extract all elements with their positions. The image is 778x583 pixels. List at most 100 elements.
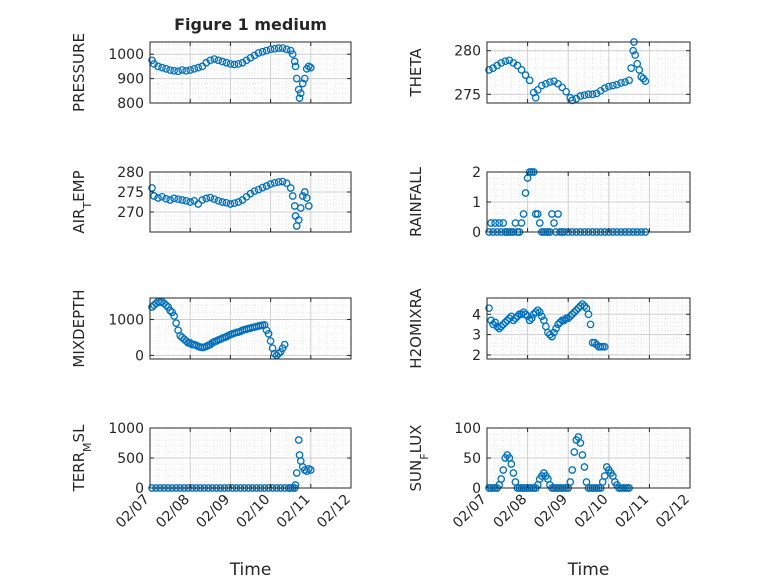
y-tick-label: 280 xyxy=(454,44,481,60)
data-point xyxy=(513,61,522,70)
data-point xyxy=(491,219,499,227)
axes-box xyxy=(149,41,352,104)
data-point xyxy=(210,195,219,204)
data-point xyxy=(254,185,263,194)
data-point xyxy=(604,82,613,91)
data-point xyxy=(580,463,589,471)
y-tick-label: 0 xyxy=(135,348,144,364)
data-point xyxy=(531,93,540,102)
data-point xyxy=(533,306,542,315)
data-point xyxy=(627,64,635,72)
data-point xyxy=(576,92,585,100)
subplot-2: 275 280 THETA xyxy=(407,38,691,105)
data-point xyxy=(300,74,309,83)
axes-box xyxy=(486,41,691,104)
data-point xyxy=(533,210,542,218)
data-point xyxy=(154,62,162,71)
data-point xyxy=(258,183,267,192)
data-point xyxy=(178,66,187,74)
data-point xyxy=(568,310,577,319)
data-point xyxy=(270,44,279,53)
data-point xyxy=(194,200,203,208)
data-point xyxy=(226,60,235,68)
data-point xyxy=(485,66,493,74)
data-point xyxy=(266,180,275,188)
data-point xyxy=(554,210,562,218)
data-point xyxy=(148,184,156,192)
y-tick-label: 2 xyxy=(472,165,481,181)
data-point xyxy=(162,64,170,73)
data-point xyxy=(242,56,251,65)
data-point xyxy=(578,300,587,308)
data-point xyxy=(222,58,231,67)
data-point xyxy=(274,178,283,186)
data-point xyxy=(166,196,174,204)
data-point xyxy=(491,318,499,327)
y-tick-label: 1000 xyxy=(108,47,144,63)
data-point xyxy=(513,312,522,321)
data-point xyxy=(182,66,191,75)
y-tick-label: 100 xyxy=(454,421,481,437)
data-point xyxy=(288,192,297,200)
data-point xyxy=(546,330,554,339)
axes-box xyxy=(486,297,691,360)
y-axis-label: TERRMSL xyxy=(70,424,94,493)
y-tick-label: 900 xyxy=(117,72,144,88)
data-point xyxy=(270,178,279,187)
data-point xyxy=(566,312,575,321)
data-point xyxy=(274,349,283,358)
data-point xyxy=(519,308,528,317)
data-point xyxy=(635,66,644,74)
data-point xyxy=(517,219,526,227)
data-point xyxy=(254,49,263,57)
data-point xyxy=(580,302,589,310)
y-tick-label: 275 xyxy=(454,87,481,103)
data-point xyxy=(584,310,593,319)
data-point xyxy=(290,57,299,66)
data-point xyxy=(292,469,301,477)
subplot-6: 2 3 4 H2OMIXRA xyxy=(407,288,691,369)
y-axis-label: MIXDEPTH xyxy=(70,289,88,367)
data-point xyxy=(489,320,497,329)
data-point xyxy=(170,194,178,203)
data-point xyxy=(558,83,566,92)
data-point xyxy=(533,86,542,94)
data-point xyxy=(495,219,504,227)
data-point xyxy=(218,198,227,206)
data-point xyxy=(178,196,187,204)
y-tick-label: 1000 xyxy=(108,421,144,437)
data-point xyxy=(306,466,315,474)
data-point xyxy=(150,60,158,68)
data-point xyxy=(234,198,243,206)
data-point xyxy=(294,216,303,224)
data-point xyxy=(570,308,579,317)
axes-box xyxy=(149,297,352,360)
data-point xyxy=(562,87,571,96)
subplot-4: 0 1 2 RAINFALL xyxy=(407,165,691,241)
data-point xyxy=(501,57,510,66)
data-point xyxy=(537,312,546,321)
data-point xyxy=(262,182,271,190)
data-point xyxy=(226,200,235,208)
plot-area xyxy=(150,298,351,359)
y-tick-label: 1000 xyxy=(108,313,144,329)
plot-area xyxy=(487,298,690,359)
data-point xyxy=(182,196,191,205)
data-point xyxy=(550,219,558,227)
data-point xyxy=(202,58,211,67)
data-point xyxy=(507,460,516,468)
data-point xyxy=(525,76,534,85)
data-point xyxy=(274,44,283,52)
data-point xyxy=(286,184,295,192)
data-point xyxy=(537,81,546,90)
data-point xyxy=(158,63,166,72)
data-point xyxy=(487,316,495,325)
data-point xyxy=(174,67,182,76)
chart-title: Figure 1 medium xyxy=(174,15,327,34)
data-point xyxy=(552,324,560,333)
data-point xyxy=(517,66,526,74)
data-point xyxy=(298,79,307,88)
data-point xyxy=(266,45,275,54)
data-point xyxy=(304,202,313,210)
data-point xyxy=(296,204,305,212)
